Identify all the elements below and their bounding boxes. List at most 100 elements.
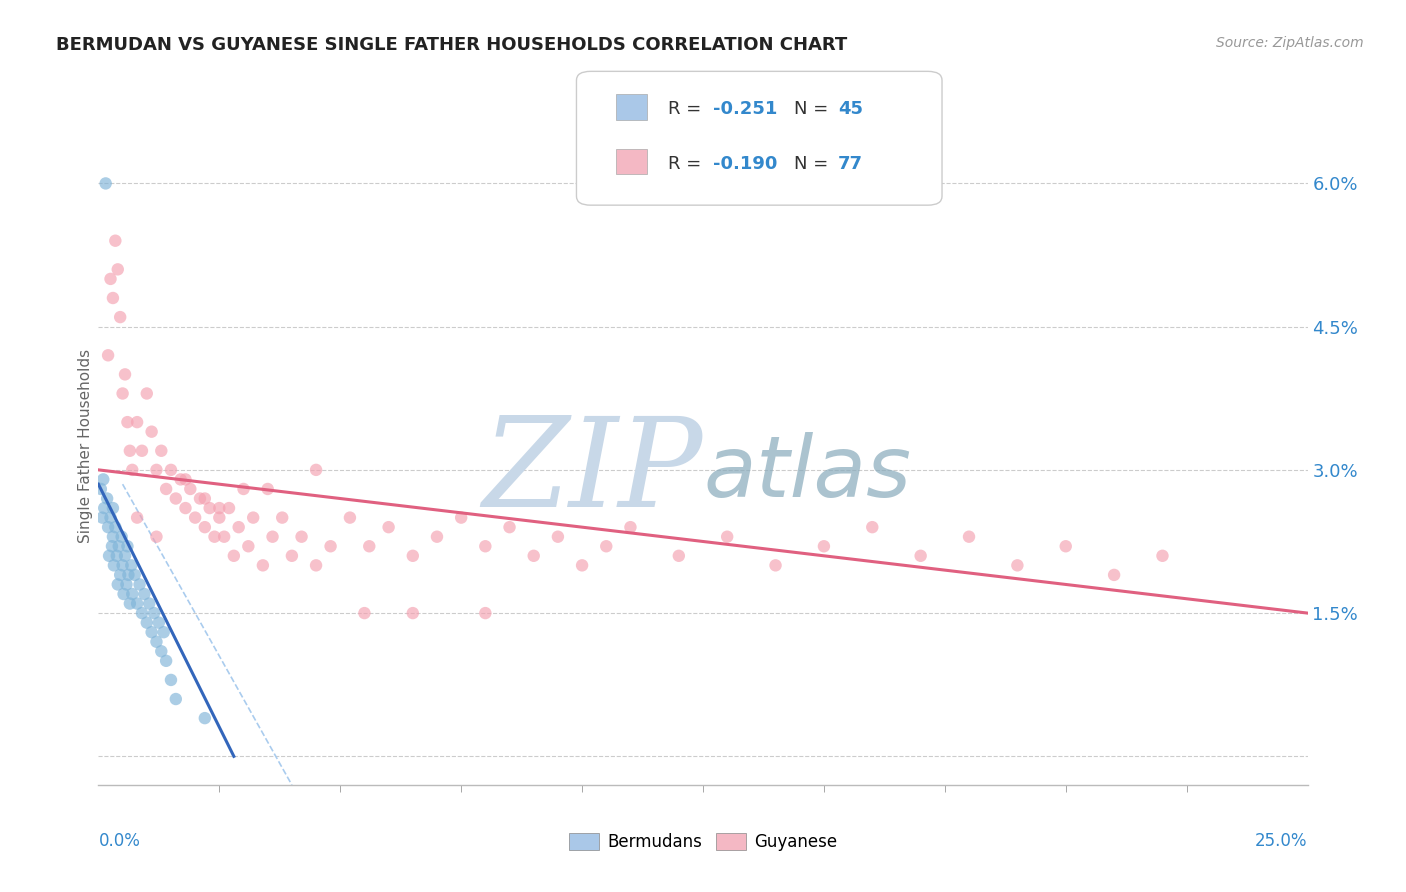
Point [571,558,593,573]
Point [450,510,472,524]
Point [118,597,141,611]
Point [595,539,617,553]
Point [668,549,690,563]
Point [150,644,173,658]
Point [165,491,187,506]
Point [145,530,167,544]
Point [101,530,124,544]
Point [498,520,520,534]
Point [134,587,156,601]
Point [90,482,112,496]
Point [121,587,143,601]
Point [256,482,278,496]
Point [305,558,328,573]
Point [148,615,170,630]
Point [228,520,250,534]
Point [377,520,399,534]
Point [100,510,122,524]
Point [141,425,163,439]
Point [208,510,231,524]
Point [112,587,135,601]
Point [204,530,226,544]
Point [169,472,191,486]
Point [138,597,160,611]
Point [188,491,211,506]
Point [121,463,143,477]
Point [91,510,114,524]
Point [96,491,118,506]
Text: atlas: atlas [703,432,911,515]
Point [402,549,425,563]
Text: R =: R = [668,154,707,173]
Point [152,625,174,640]
Point [108,310,131,324]
Point [118,443,141,458]
Text: ZIP: ZIP [482,412,703,534]
Point [271,510,294,524]
Point [194,711,217,725]
Point [117,539,139,553]
Point [290,530,312,544]
Text: Source: ZipAtlas.com: Source: ZipAtlas.com [1216,36,1364,50]
Text: -0.190: -0.190 [713,154,778,173]
Point [238,539,260,553]
Point [281,549,304,563]
Point [474,606,496,620]
Point [305,463,328,477]
Point [619,520,641,534]
Point [339,510,361,524]
Point [117,415,139,429]
Point [194,491,217,506]
Point [91,472,114,486]
Point [107,539,129,553]
Point [131,443,153,458]
Legend: Bermudans, Guyanese: Bermudans, Guyanese [562,827,844,858]
Point [860,520,883,534]
Point [160,673,183,687]
Point [242,510,264,524]
Point [114,368,136,382]
Point [111,530,134,544]
Point [100,272,122,286]
Point [1102,568,1125,582]
Point [222,549,245,563]
Point [174,472,197,486]
Point [115,577,138,591]
Point [208,501,231,516]
Point [523,549,546,563]
Point [143,606,166,620]
Point [114,549,136,563]
Point [212,530,235,544]
Point [165,692,187,706]
Point [765,558,787,573]
Point [353,606,375,620]
Text: -0.251: -0.251 [713,100,778,118]
Point [957,530,980,544]
Text: 77: 77 [838,154,863,173]
Point [1152,549,1174,563]
Point [252,558,274,573]
Point [127,510,149,524]
Point [232,482,254,496]
Point [359,539,381,553]
Y-axis label: Single Father Households: Single Father Households [77,349,93,543]
Point [547,530,569,544]
Point [104,234,127,248]
Point [141,625,163,640]
Point [127,597,149,611]
Point [218,501,240,516]
Point [474,539,496,553]
Point [262,530,284,544]
Point [117,568,139,582]
Point [108,568,131,582]
Point [174,501,197,516]
Text: N =: N = [794,154,834,173]
Point [145,634,167,648]
Point [111,386,134,401]
Point [111,558,134,573]
Point [194,520,217,534]
Text: 45: 45 [838,100,863,118]
Point [97,348,120,362]
Point [910,549,932,563]
Point [179,482,201,496]
